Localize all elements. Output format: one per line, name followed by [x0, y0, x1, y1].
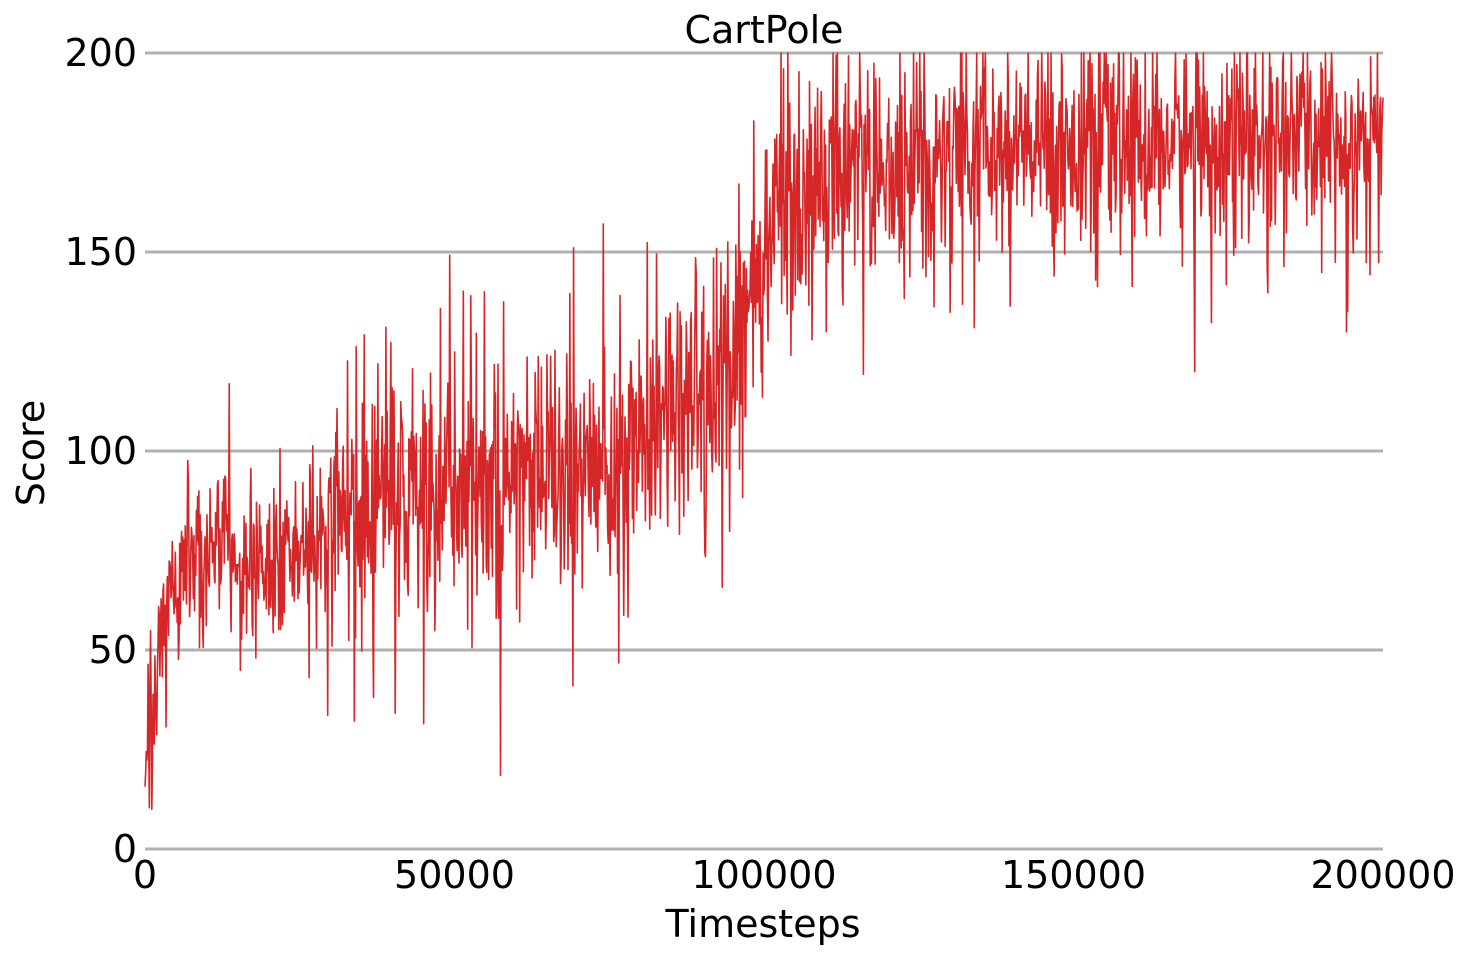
- y-tick-label-150: 150: [64, 230, 137, 274]
- y-tick-labels: 0 50 100 150 200: [64, 31, 137, 871]
- x-axis-label: Timesteps: [665, 902, 861, 946]
- y-tick-label-200: 200: [64, 31, 137, 75]
- x-tick-labels: 0 50000 100000 150000 200000: [133, 853, 1456, 897]
- y-tick-label-100: 100: [64, 429, 137, 473]
- y-tick-label-50: 50: [89, 628, 137, 672]
- y-tick-label-0: 0: [113, 827, 137, 871]
- x-tick-label-100000: 100000: [691, 853, 836, 897]
- x-tick-label-150000: 150000: [1001, 853, 1146, 897]
- chart-title: CartPole: [684, 8, 843, 52]
- series-line-0: [144, 52, 1384, 810]
- x-tick-label-0: 0: [133, 853, 157, 897]
- x-tick-label-50000: 50000: [394, 853, 515, 897]
- y-axis-label: Score: [9, 400, 53, 506]
- x-tick-label-200000: 200000: [1310, 853, 1455, 897]
- series-layer: [144, 52, 1384, 810]
